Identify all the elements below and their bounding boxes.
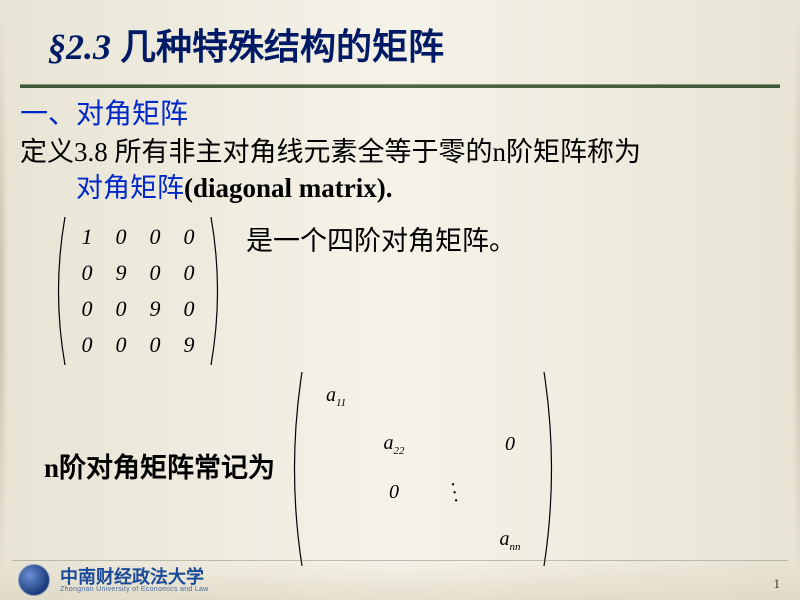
matrix-cell: 1 xyxy=(82,222,93,252)
definition: 定义3.8 所有非主对角线元素全等于零的n阶矩阵称为 xyxy=(20,134,772,170)
definition-line2: 对角矩阵(diagonal matrix). xyxy=(20,170,772,206)
matrix-cell: a11 xyxy=(326,382,346,411)
slide-title: §2.3 几种特殊结构的矩阵 xyxy=(48,18,760,70)
matrix-cell: 0 xyxy=(116,222,127,252)
title-zone: §2.3 几种特殊结构的矩阵 xyxy=(0,0,800,78)
matrix-cell: 0 xyxy=(116,330,127,360)
matrix-cell: 0 xyxy=(150,222,161,252)
matrix-cell: 0 xyxy=(150,330,161,360)
matrix-zero: 0 xyxy=(505,431,515,458)
body: 一、对角矩阵 定义3.8 所有非主对角线元素全等于零的n阶矩阵称为 对角矩阵(d… xyxy=(0,88,800,573)
matrix-cell: 9 xyxy=(184,330,195,360)
matrix-cell: ann xyxy=(500,526,521,555)
matrix-cell: 0 xyxy=(150,258,161,288)
section-number: §2.3 xyxy=(48,27,111,67)
general-matrix-cells: a11 a22 0 0 · · · ann xyxy=(305,369,541,569)
matrix-cell: 0 xyxy=(184,222,195,252)
matrix-cell: 0 xyxy=(82,294,93,324)
university-name: 中南财经政法大学 Zhongnan University of Economic… xyxy=(60,568,209,593)
example-matrix: 1000090000900009 xyxy=(50,215,226,367)
footer-divider xyxy=(12,560,788,561)
example-caption: 是一个四阶对角矩阵。 xyxy=(246,223,516,259)
matrix-cells: 1000090000900009 xyxy=(68,215,208,367)
matrix-zero: 0 xyxy=(389,479,399,506)
left-paren-icon xyxy=(285,369,305,569)
matrix-cell: 0 xyxy=(82,330,93,360)
matrix-cell: 0 xyxy=(184,294,195,324)
slide: §2.3 几种特殊结构的矩阵 一、对角矩阵 定义3.8 所有非主对角线元素全等于… xyxy=(0,0,800,600)
definition-body: 所有非主对角线元素全等于零的n阶矩阵称为 xyxy=(115,137,642,167)
definition-term: 对角矩阵 xyxy=(76,173,184,203)
matrix-cell: 9 xyxy=(150,294,161,324)
matrix-cell: 0 xyxy=(82,258,93,288)
example-row: 1000090000900009 是一个四阶对角矩阵。 xyxy=(20,211,772,371)
definition-label: 定义3.8 xyxy=(20,137,108,167)
definition-paren: (diagonal matrix). xyxy=(184,173,393,203)
university-en: Zhongnan University of Economics and Law xyxy=(60,586,209,593)
university-zh: 中南财经政法大学 xyxy=(60,568,209,586)
title-label: 几种特殊结构的矩阵 xyxy=(120,27,444,67)
subheading: 一、对角矩阵 xyxy=(20,96,772,134)
university-logo-icon xyxy=(18,564,50,596)
matrix-cell: a22 xyxy=(384,430,405,459)
right-paren-icon xyxy=(541,369,561,569)
general-matrix: a11 a22 0 0 · · · ann xyxy=(285,369,561,569)
matrix-cell: 9 xyxy=(116,258,127,288)
notation-row: n阶对角矩阵常记为 a11 a22 0 0 · · · xyxy=(20,365,772,573)
matrix-cell: 0 xyxy=(116,294,127,324)
matrix-cell: 0 xyxy=(184,258,195,288)
notation-label: n阶对角矩阵常记为 xyxy=(44,450,275,486)
right-paren-icon xyxy=(208,215,226,367)
footer: 中南财经政法大学 Zhongnan University of Economic… xyxy=(0,560,800,600)
ddots-icon: · · · xyxy=(447,481,458,505)
page-number: 1 xyxy=(774,576,781,592)
left-paren-icon xyxy=(50,215,68,367)
